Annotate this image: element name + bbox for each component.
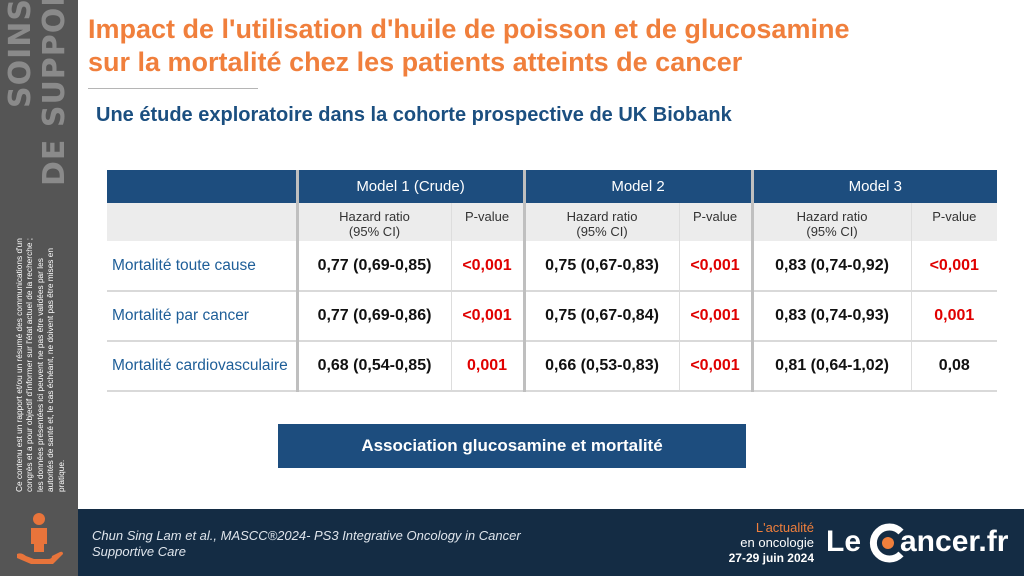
model-header-row: Model 1 (Crude) Model 2 Model 3 bbox=[107, 170, 998, 203]
hr-column-header: Hazard ratio (95% CI) bbox=[297, 203, 452, 241]
table-row: Mortalité par cancer 0,77 (0,69-0,86) <0,0… bbox=[107, 291, 998, 342]
pvalue-cell: <0,001 bbox=[679, 341, 754, 392]
title-divider bbox=[88, 88, 258, 89]
logo-rest-text: ancer.fr bbox=[900, 525, 1009, 558]
event-line-1: L'actualité bbox=[755, 520, 814, 535]
model-3-header: Model 3 bbox=[752, 170, 998, 203]
row-label: Mortalité toute cause bbox=[107, 241, 299, 292]
hazard-ratio-cell: 0,75 (0,67-0,84) bbox=[524, 291, 680, 342]
pvalue-cell: <0,001 bbox=[679, 241, 754, 292]
pvalue-cell: <0,001 bbox=[451, 241, 526, 292]
hazard-ratio-cell: 0,68 (0,54-0,85) bbox=[297, 341, 452, 392]
hr-label: Hazard ratio bbox=[339, 209, 410, 224]
ci-label: (95% CI) bbox=[348, 224, 401, 239]
title-line-2: sur la mortalité chez les patients attei… bbox=[88, 47, 743, 77]
logo-c-ring-icon bbox=[869, 523, 904, 563]
table-row: Mortalité toute cause 0,77 (0,69-0,85) <0,… bbox=[107, 241, 998, 292]
pvalue-column-header: P-value bbox=[679, 203, 754, 241]
pvalue-cell: <0,001 bbox=[911, 241, 998, 292]
hr-label: Hazard ratio bbox=[566, 209, 638, 224]
section-banner: Association glucosamine et mortalité bbox=[278, 424, 746, 468]
sidebar: SOINS DE SUPPORT Ce contenu est un rappo… bbox=[0, 0, 78, 576]
hazard-ratio-cell: 0,77 (0,69-0,86) bbox=[297, 291, 452, 342]
person-hand-icon bbox=[17, 513, 63, 564]
event-info: L'actualité en oncologie 27-29 juin 2024 bbox=[698, 520, 814, 566]
disclaimer-text: Ce contenu est un rapport et/ou un résum… bbox=[14, 237, 66, 492]
ci-label: (95% CI) bbox=[576, 224, 628, 239]
pvalue-column-header: P-value bbox=[911, 203, 998, 241]
hazard-ratio-cell: 0,83 (0,74-0,93) bbox=[752, 291, 912, 342]
model-2-header: Model 2 bbox=[524, 170, 754, 203]
pvalue-cell: 0,001 bbox=[911, 291, 998, 342]
row-label: Mortalité cardiovasculaire bbox=[107, 341, 299, 392]
event-dates: 27-29 juin 2024 bbox=[728, 551, 814, 565]
hr-label: Hazard ratio bbox=[796, 209, 868, 224]
hazard-ratio-cell: 0,66 (0,53-0,83) bbox=[524, 341, 680, 392]
title-line-1: Impact de l'utilisation d'huile de poiss… bbox=[88, 14, 850, 44]
hr-column-header: Hazard ratio (95% CI) bbox=[524, 203, 680, 241]
ci-label: (95% CI) bbox=[806, 224, 858, 239]
subheader-corner bbox=[107, 203, 299, 241]
model-1-header: Model 1 (Crude) bbox=[297, 170, 526, 203]
results-table: Model 1 (Crude) Model 2 Model 3 Hazard r… bbox=[107, 170, 998, 392]
page-subtitle: Une étude exploratoire dans la cohorte p… bbox=[96, 104, 732, 126]
table-row: Mortalité cardiovasculaire 0,68 (0,54-0,8… bbox=[107, 341, 998, 392]
logo-le-text: Le bbox=[826, 525, 862, 558]
sidebar-title-word1: SOINS bbox=[3, 0, 38, 108]
hr-column-header: Hazard ratio (95% CI) bbox=[752, 203, 912, 241]
event-line-2: en oncologie bbox=[740, 535, 814, 550]
lecancer-logo: Le ancer.fr bbox=[824, 521, 1014, 565]
row-label: Mortalité par cancer bbox=[107, 291, 299, 342]
hazard-ratio-cell: 0,75 (0,67-0,83) bbox=[524, 241, 680, 292]
footer: Chun Sing Lam et al., MASCC®2024- PS3 In… bbox=[78, 509, 1024, 576]
header-corner bbox=[107, 170, 299, 203]
page-title: Impact de l'utilisation d'huile de poiss… bbox=[88, 13, 988, 79]
pvalue-cell: <0,001 bbox=[451, 291, 526, 342]
citation: Chun Sing Lam et al., MASCC®2024- PS3 In… bbox=[92, 528, 521, 559]
hazard-ratio-cell: 0,81 (0,64-1,02) bbox=[752, 341, 912, 392]
sidebar-title-word2: DE SUPPORT bbox=[37, 0, 72, 186]
subheader-row: Hazard ratio (95% CI) P-value Hazard rati… bbox=[107, 203, 998, 241]
pvalue-column-header: P-value bbox=[451, 203, 526, 241]
pvalue-cell: 0,08 bbox=[911, 341, 998, 392]
hazard-ratio-cell: 0,83 (0,74-0,92) bbox=[752, 241, 912, 292]
pvalue-cell: 0,001 bbox=[451, 341, 526, 392]
hazard-ratio-cell: 0,77 (0,69-0,85) bbox=[297, 241, 452, 292]
pvalue-cell: <0,001 bbox=[679, 291, 754, 342]
table-body: Mortalité toute cause 0,77 (0,69-0,85) <0,… bbox=[107, 241, 998, 392]
